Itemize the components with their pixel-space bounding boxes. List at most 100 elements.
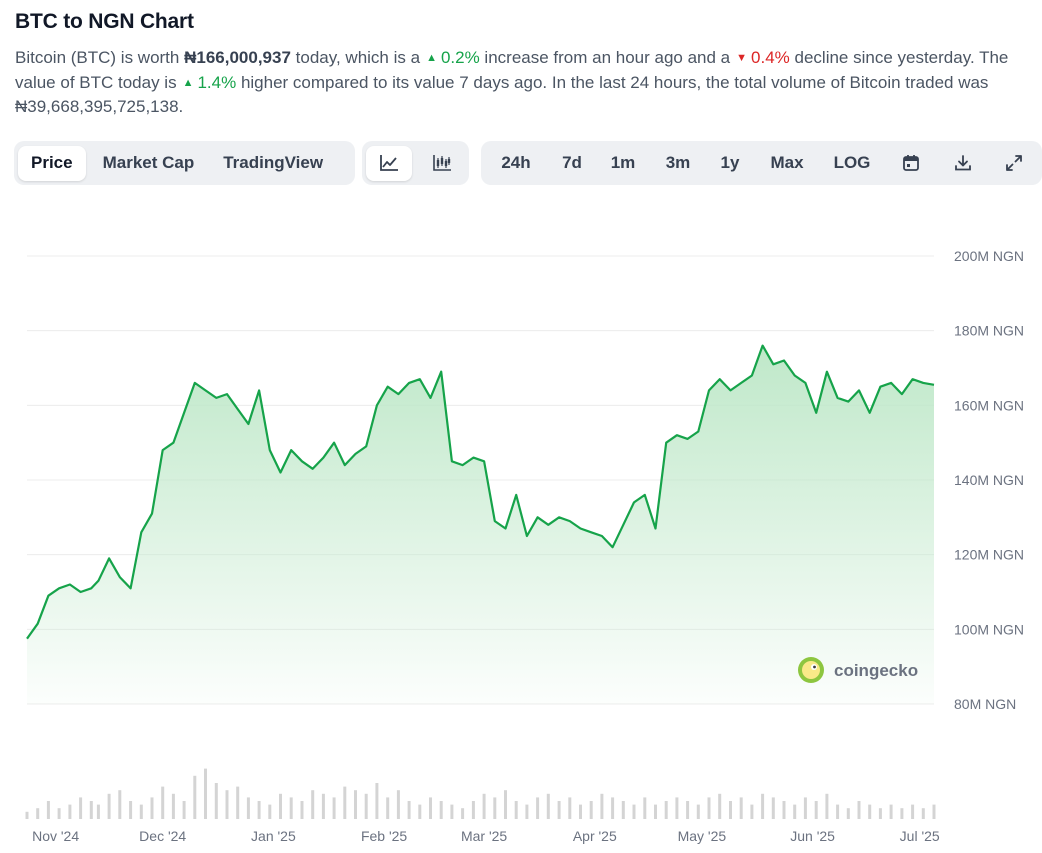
volume-bar bbox=[514, 801, 518, 819]
volume-bar bbox=[418, 804, 422, 819]
volume-bar bbox=[889, 804, 893, 819]
volume-bar bbox=[332, 797, 336, 819]
volume-bar bbox=[525, 804, 529, 819]
volume-bar bbox=[429, 797, 432, 819]
x-tick-label: Apr '25 bbox=[573, 828, 617, 844]
calendar-icon bbox=[903, 155, 919, 171]
volume-bar bbox=[621, 801, 625, 819]
summary-text: higher compared to its value 7 days ago.… bbox=[15, 72, 989, 117]
calendar-button[interactable] bbox=[888, 146, 934, 181]
volume-bar bbox=[289, 797, 293, 819]
volume-bar bbox=[771, 797, 775, 819]
volume-bar bbox=[25, 811, 29, 819]
volume-bar bbox=[782, 801, 786, 819]
volume-bar bbox=[193, 775, 197, 819]
tab-price[interactable]: Price bbox=[18, 145, 86, 181]
volume-bar bbox=[107, 793, 111, 819]
volume-bar bbox=[643, 797, 647, 819]
volume-bar bbox=[268, 804, 272, 819]
x-tick-label: Mar '25 bbox=[461, 828, 507, 844]
volume-bar bbox=[311, 790, 315, 819]
volume-bar bbox=[750, 804, 754, 819]
volume-bar bbox=[214, 783, 218, 819]
tab-market-cap[interactable]: Market Cap bbox=[102, 153, 195, 172]
y-tick-label: 160M NGN bbox=[954, 397, 1024, 413]
volume-bar bbox=[557, 801, 561, 819]
day-change: ▼ 0.4% bbox=[730, 48, 790, 67]
summary-text: increase from an hour ago and a bbox=[479, 48, 731, 67]
volume-bar bbox=[493, 797, 497, 819]
volume-bar bbox=[68, 804, 72, 819]
range-24h[interactable]: 24h bbox=[501, 153, 531, 172]
volume-bar bbox=[600, 793, 604, 819]
volume-bar bbox=[139, 804, 143, 819]
range-1m[interactable]: 1m bbox=[610, 153, 636, 172]
volume-bar bbox=[536, 797, 540, 819]
volume-bar bbox=[696, 804, 700, 819]
volume-bar bbox=[257, 801, 261, 819]
day-change-value: 0.4% bbox=[751, 48, 790, 67]
hour-change-value: 0.2% bbox=[440, 48, 480, 67]
price-summary: Bitcoin (BTC) is worth ₦166,000,937 toda… bbox=[15, 46, 1035, 120]
price-line bbox=[26, 344, 935, 640]
volume-bar bbox=[300, 801, 304, 819]
x-tick-label: Dec '24 bbox=[139, 828, 186, 844]
volume-bar bbox=[439, 801, 443, 819]
volume-bar bbox=[611, 797, 615, 819]
expand-button[interactable] bbox=[991, 146, 1037, 181]
expand-icon bbox=[1006, 155, 1022, 171]
y-axis-labels: 80M NGN 100M NGN 120M NGN 140M NGN 160M NGN 1… bbox=[954, 248, 1024, 712]
volume-bar bbox=[471, 801, 475, 819]
volume-bar bbox=[857, 801, 861, 819]
volume-bar bbox=[878, 808, 882, 819]
line-chart-button[interactable] bbox=[366, 145, 412, 181]
coingecko-watermark: coingecko bbox=[798, 657, 918, 683]
volume-bar bbox=[729, 801, 732, 819]
volume-bar bbox=[504, 790, 507, 819]
volume-bar bbox=[461, 808, 465, 819]
coingecko-logo-inner bbox=[802, 661, 820, 679]
volume-bar bbox=[204, 768, 207, 819]
y-tick-label: 180M NGN bbox=[954, 323, 1024, 339]
price-chart-svg[interactable]: 80M NGN 100M NGN 120M NGN 140M NGN 160M NGN 1… bbox=[0, 200, 1042, 853]
volume-bar bbox=[96, 804, 100, 819]
volume-bar bbox=[868, 804, 872, 819]
chart-type-group bbox=[362, 141, 469, 185]
volume-bar bbox=[129, 801, 133, 819]
y-tick-label: 200M NGN bbox=[954, 248, 1024, 264]
volume-bar bbox=[236, 786, 240, 819]
arrow-up-icon: ▲ bbox=[182, 76, 194, 89]
range-1y[interactable]: 1y bbox=[720, 153, 740, 172]
summary-text: today, which is a bbox=[290, 48, 421, 67]
volume-bar bbox=[343, 786, 347, 819]
y-tick-label: 80M NGN bbox=[954, 696, 1016, 712]
y-tick-label: 140M NGN bbox=[954, 472, 1024, 488]
log-scale-toggle[interactable]: LOG bbox=[833, 153, 871, 172]
volume-bar bbox=[79, 797, 83, 819]
volume-bar bbox=[386, 797, 390, 819]
volume-bar bbox=[150, 797, 154, 819]
coingecko-wordmark: coingecko bbox=[834, 661, 918, 680]
volume-bar bbox=[321, 793, 325, 819]
arrow-up-icon: ▲ bbox=[426, 52, 437, 64]
volume-bar bbox=[739, 797, 743, 819]
x-axis-labels: Nov '24 Dec '24 Jan '25 Feb '25 Mar '25 Apr '… bbox=[32, 828, 940, 844]
range-tool-group: 24h 7d 1m 3m 1y Max LOG bbox=[481, 141, 1042, 185]
volume-bar bbox=[225, 790, 229, 819]
range-7d[interactable]: 7d bbox=[562, 153, 582, 172]
volume-bar bbox=[57, 808, 61, 819]
volume-bar bbox=[654, 804, 657, 819]
x-tick-label: May '25 bbox=[678, 828, 727, 844]
x-tick-label: Jul '25 bbox=[900, 828, 940, 844]
download-icon bbox=[955, 155, 971, 171]
page-title: BTC to NGN Chart bbox=[15, 10, 194, 33]
range-max[interactable]: Max bbox=[770, 153, 804, 172]
download-button[interactable] bbox=[940, 146, 986, 181]
range-3m[interactable]: 3m bbox=[665, 153, 691, 172]
tab-tradingview[interactable]: TradingView bbox=[223, 153, 324, 172]
coingecko-logo-pupil bbox=[813, 665, 816, 669]
candlestick-button[interactable] bbox=[420, 146, 466, 181]
price-area bbox=[27, 345, 934, 704]
volume-bar bbox=[354, 790, 357, 819]
volume-bar bbox=[846, 808, 850, 819]
